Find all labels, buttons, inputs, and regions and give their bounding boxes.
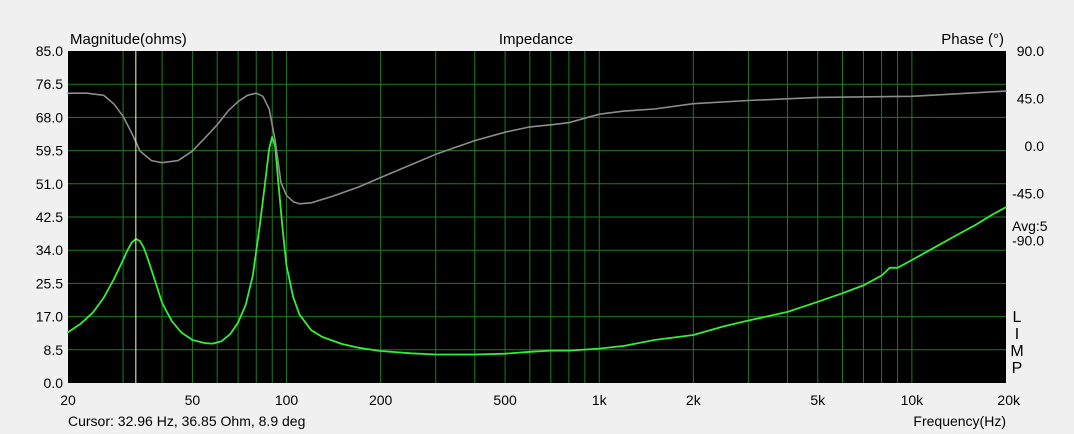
- y-left-tick-label: 51.0: [36, 176, 63, 192]
- limp-letter: M: [1010, 343, 1023, 360]
- x-tick-label: 100: [275, 392, 299, 408]
- y-left-tick-label: 85.0: [36, 43, 63, 59]
- x-tick-label: 500: [493, 392, 517, 408]
- x-tick-label: 50: [185, 392, 201, 408]
- grid-lines: [68, 51, 1006, 383]
- x-tick-label: 5k: [810, 392, 826, 408]
- x-ticks: 20 50 100 200 500 1k 2k 5k 10k 20k: [60, 392, 1021, 408]
- y-left-tick-label: 59.5: [36, 143, 63, 159]
- y-left-tick-label: 34.0: [36, 242, 63, 258]
- left-axis-title: Magnitude(ohms): [70, 31, 187, 48]
- limp-letter: P: [1012, 360, 1023, 377]
- y-right-tick-label: -45.0: [1012, 185, 1044, 201]
- limp-letter: I: [1015, 326, 1019, 343]
- y-left-tick-label: 25.5: [36, 275, 63, 291]
- y-left-tick-label: 17.0: [36, 309, 63, 325]
- cursor-readout: Cursor: 32.96 Hz, 36.85 Ohm, 8.9 deg: [68, 413, 305, 429]
- x-axis-title: Frequency(Hz): [913, 413, 1006, 429]
- y-left-tick-label: 8.5: [44, 342, 64, 358]
- averaging-label: Avg:5: [1012, 218, 1048, 234]
- y-right-tick-label: 45.0: [1017, 90, 1044, 106]
- x-tick-label: 2k: [686, 392, 702, 408]
- y-left-tick-label: 0.0: [44, 375, 64, 391]
- right-y-ticks: 90.0 45.0 0.0 -45.0 -90.0: [1012, 43, 1044, 249]
- y-right-tick-label: 0.0: [1025, 138, 1045, 154]
- y-left-tick-label: 76.5: [36, 76, 63, 92]
- right-axis-title: Phase (°): [941, 31, 1004, 48]
- x-tick-label: 20k: [997, 392, 1021, 408]
- y-right-tick-label: -90.0: [1012, 233, 1044, 249]
- y-left-tick-label: 42.5: [36, 209, 63, 225]
- x-tick-label: 1k: [592, 392, 608, 408]
- x-tick-label: 10k: [901, 392, 925, 408]
- chart-title: Impedance: [499, 31, 573, 48]
- y-right-tick-label: 90.0: [1017, 43, 1044, 59]
- x-tick-label: 200: [369, 392, 393, 408]
- phase-series-line: [67, 90, 1007, 205]
- left-y-ticks: 85.0 76.5 68.0 59.5 51.0 42.5 34.0 25.5 17.0 8.5 0…: [36, 43, 63, 391]
- limp-letter: L: [1013, 309, 1022, 326]
- series-lines: [67, 90, 1007, 356]
- y-left-tick-label: 68.0: [36, 109, 63, 125]
- x-tick-label: 20: [60, 392, 76, 408]
- magnitude-series-line: [67, 135, 1007, 356]
